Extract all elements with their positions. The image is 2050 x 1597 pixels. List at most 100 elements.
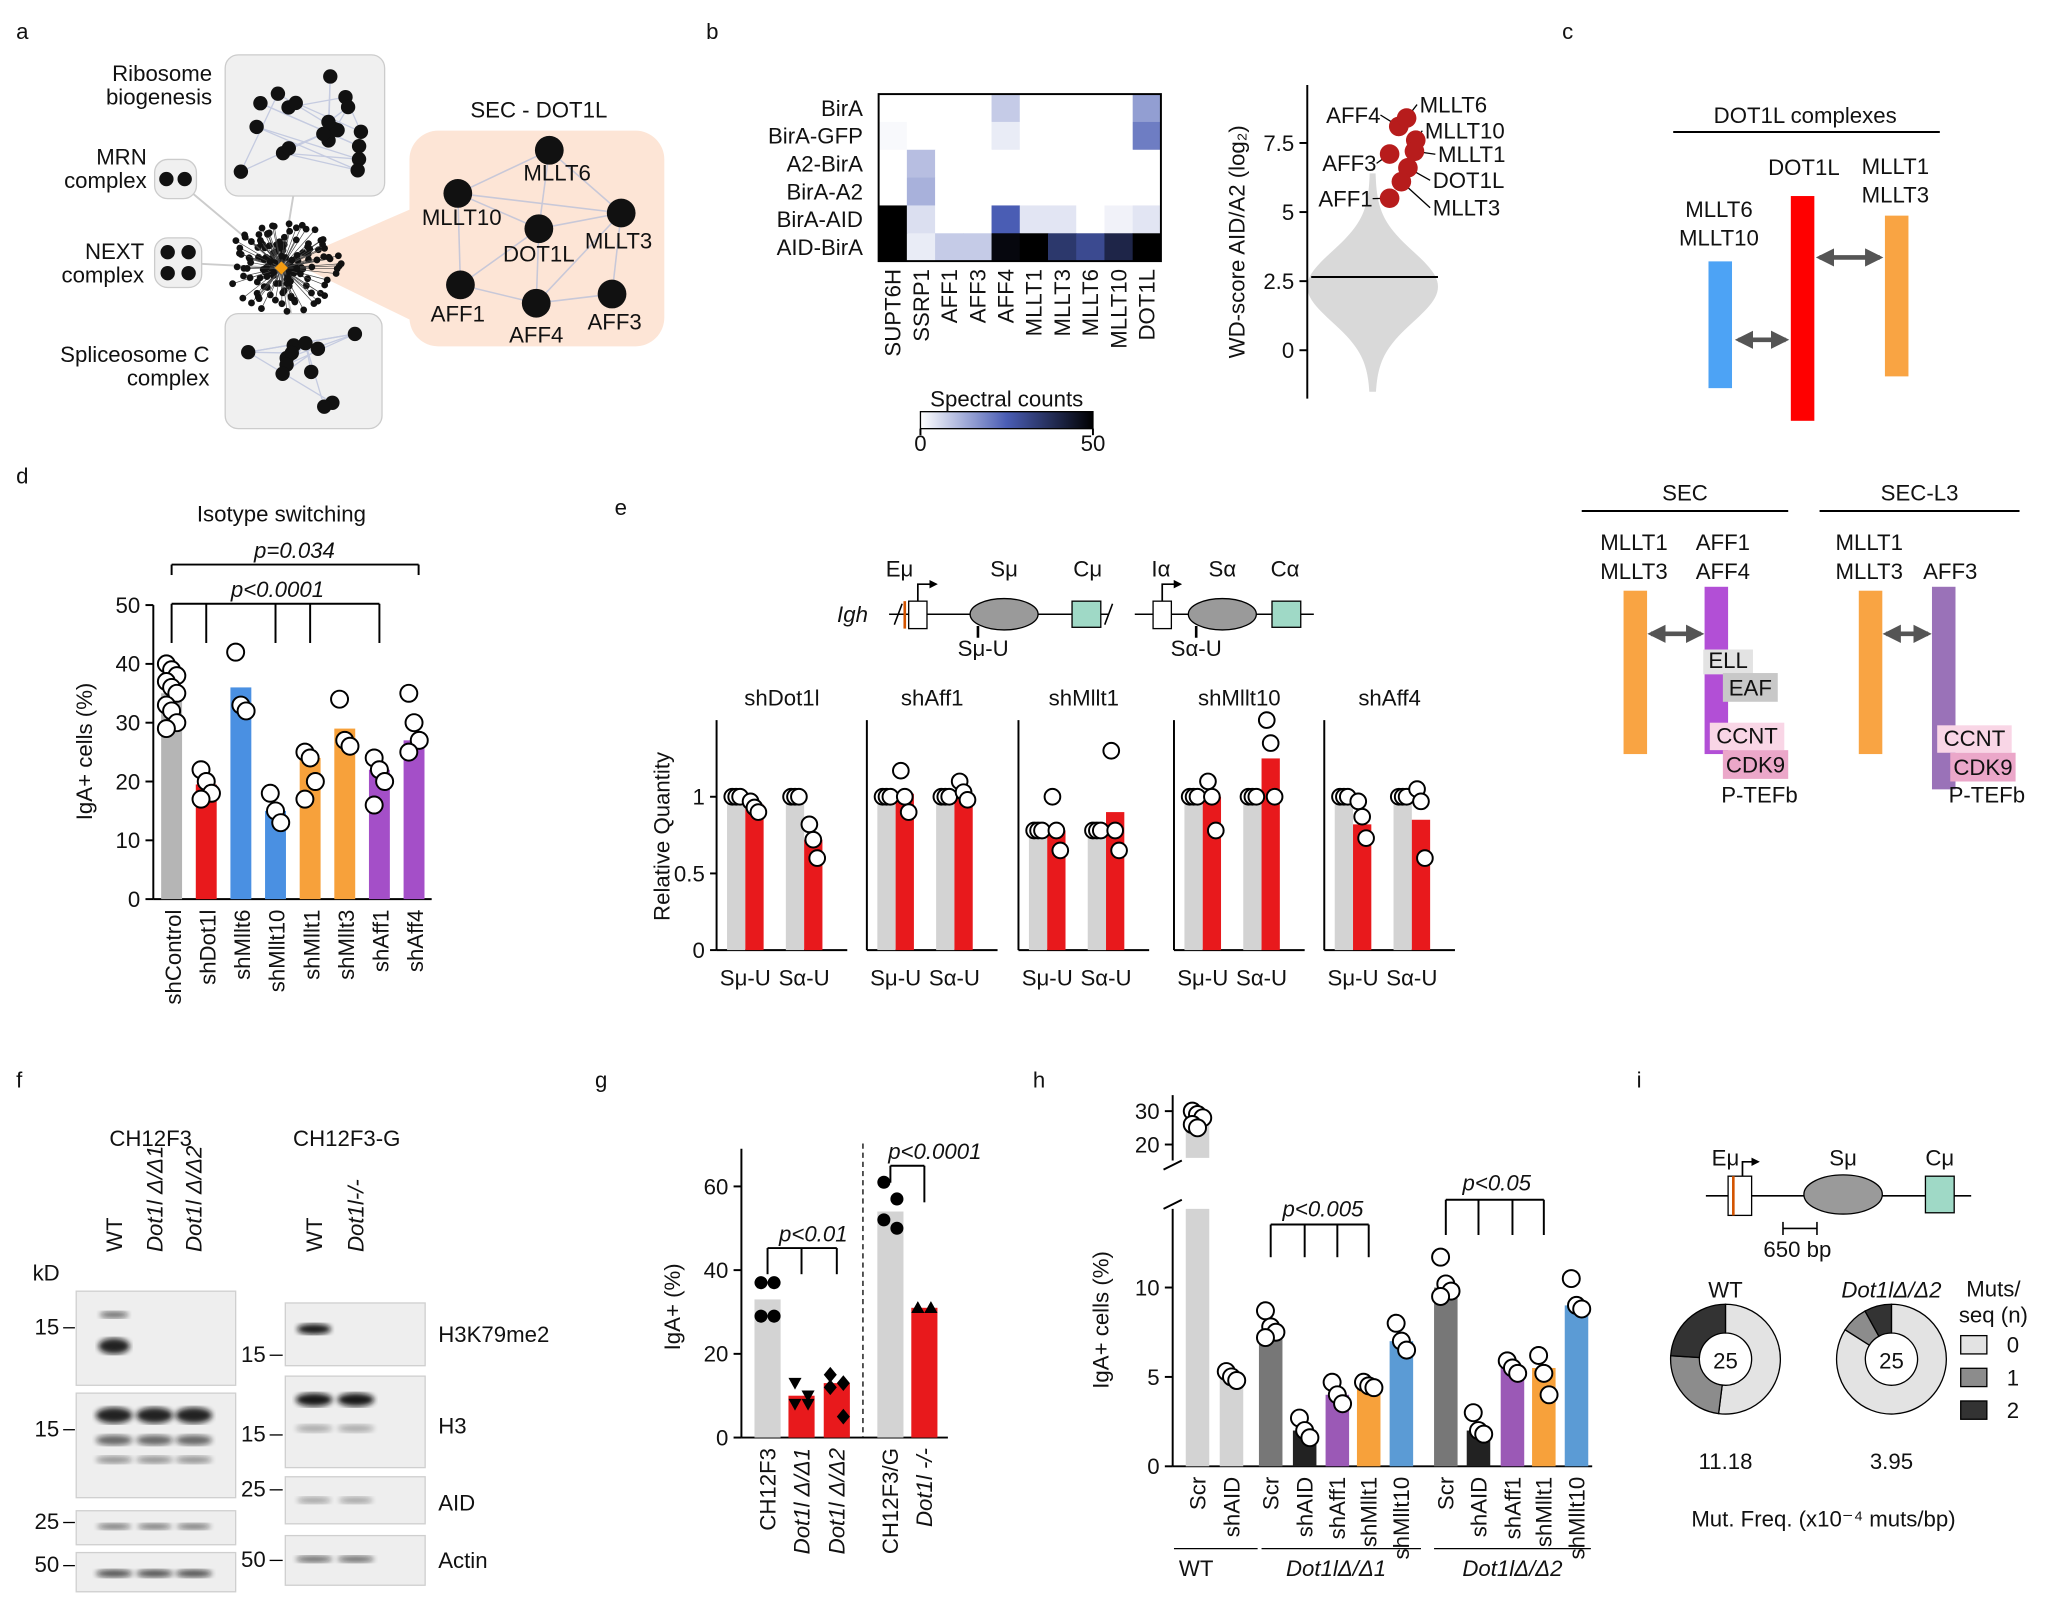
protein-label: DOT1L [1768,155,1840,180]
heatmap-cell [1132,149,1162,178]
cluster-node [350,163,365,178]
cluster-node [275,366,290,381]
data-point [260,783,280,803]
break [893,603,903,625]
element-label: Cμ [1925,1146,1954,1171]
heatmap-cell [1132,205,1162,234]
cluster-edge [327,76,331,122]
protein-label: MLLT1 [1862,154,1929,179]
bar [911,1307,938,1438]
bar [877,796,896,951]
row-label: BirA [821,96,863,121]
data-point [226,642,246,662]
data-point [788,1398,802,1411]
legend-label: 0 [2007,1333,2019,1358]
heatmap-cell [1132,177,1162,206]
data-point [1257,711,1276,729]
annotation: p<0.0001 [887,1139,981,1164]
bar [230,687,252,900]
axis-break [1163,1159,1183,1171]
y-tick-label: 20 [704,1342,729,1367]
band [175,1569,213,1578]
data-point [1047,821,1066,840]
cluster-edge [282,152,358,171]
x-tick-label: shMllt6 [230,910,255,980]
data-point [881,787,900,806]
hub-edge [281,267,288,312]
node [606,198,636,228]
heatmap-cell [1048,205,1077,234]
donut-total: 25 [1713,1348,1738,1373]
data-point [1255,1328,1275,1348]
data-point [1416,849,1434,867]
donut-title: WT [1708,1278,1743,1303]
node-label: MLLT6 [523,160,590,185]
band [337,1393,375,1407]
y-tick-label: 30 [116,711,141,736]
band [136,1407,173,1424]
y-tick-label: 0 [1147,1454,1159,1479]
hub-node [334,252,342,260]
data-point [1043,787,1062,806]
cluster-node [181,245,196,260]
heatmap-cell [991,149,1021,178]
mllt1-bar [1884,215,1909,377]
locus-label: Igh [837,602,868,627]
bar [1184,796,1203,951]
node-label: AFF3 [587,309,641,334]
colorbar-tick-label: 50 [1081,431,1106,456]
data-point [804,830,823,849]
blot [284,1302,426,1367]
band [337,1424,375,1433]
panel-label: b [706,19,718,44]
hit [1396,108,1417,128]
data-point [364,795,384,815]
y-tick-label: 0.5 [674,861,705,886]
heatmap-cell [935,94,964,123]
y-tick-label: 0 [128,887,140,912]
column-label: AFF1 [937,269,962,323]
data-point [404,713,424,733]
x-tick-label: Sμ-U [1022,965,1073,990]
lane-label: Dot1l-/- [344,1179,369,1252]
colorbar-tick-label: 0 [914,431,926,456]
x-tick-label: Sα-U [1080,965,1131,990]
cluster-node [177,171,192,187]
data-point [890,1192,904,1206]
data-point [899,803,918,821]
heatmap-cell [935,121,964,151]
band [175,1434,213,1446]
factor-box [1950,752,2016,782]
heatmap-cell [878,205,908,234]
x-tick-label: shAff1 [1325,1477,1350,1540]
hub-node [325,253,333,261]
node [521,288,551,318]
band [295,1555,333,1563]
size-marker: 25 [35,1509,60,1534]
cluster-box [153,158,198,200]
x-tick-label: Scr [1259,1476,1284,1510]
cluster-edge [282,152,360,160]
size-marker: 15 [241,1421,266,1446]
hub-node [284,274,292,282]
antibody-label: H3 [438,1414,466,1439]
lane-label: WT [102,1217,127,1252]
mutation-frequency: 3.95 [1870,1449,1913,1474]
data-point [1247,787,1266,806]
data-point [300,748,320,768]
cluster-node [340,99,356,115]
hub-edge [239,247,282,269]
data-point [1261,734,1280,752]
annotation: p<0.05 [1462,1171,1532,1196]
donut-slice [1835,1303,1948,1415]
row-label: BirA-GFP [768,124,863,149]
column-label: SUPT6H [881,269,906,357]
diagram-title: DOT1L complexes [1714,103,1897,128]
band [337,1555,375,1563]
data-point [156,719,176,739]
column-label: AFF4 [993,269,1018,323]
hub-edge [281,248,325,269]
heatmap-cell [1076,149,1105,178]
